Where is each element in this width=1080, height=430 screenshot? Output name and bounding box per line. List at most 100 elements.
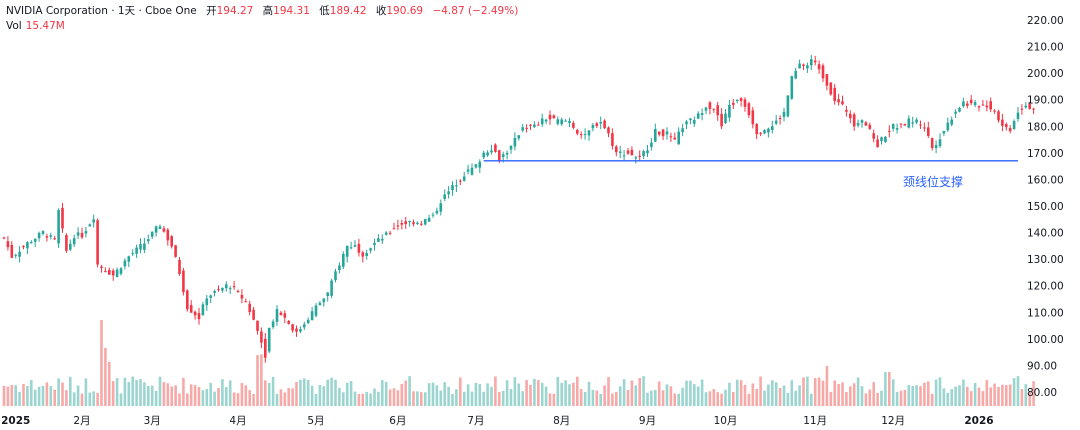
price-tick-label: 220.00 xyxy=(1027,15,1064,27)
candle-body xyxy=(880,137,883,142)
candle-body xyxy=(310,311,314,320)
volume-bar xyxy=(174,385,177,406)
candle-body xyxy=(993,110,996,112)
volume-bar xyxy=(1005,385,1008,406)
volume-bar xyxy=(295,381,298,406)
candle-body xyxy=(661,129,665,137)
candle-body xyxy=(260,331,263,343)
candle-body xyxy=(774,120,778,124)
volume-bar xyxy=(275,393,279,406)
volume-bar xyxy=(388,389,392,406)
candle-body xyxy=(798,63,801,69)
volume-bar xyxy=(700,379,704,406)
volume-bar xyxy=(357,393,361,406)
candle-body xyxy=(618,151,622,153)
volume-bar xyxy=(365,391,368,406)
volume-bar xyxy=(911,385,914,406)
volume-bar xyxy=(568,384,571,406)
candle-body xyxy=(427,217,431,222)
candle-body xyxy=(509,145,513,150)
volume-bar xyxy=(513,377,517,406)
candle-body xyxy=(891,123,895,129)
volume-bar xyxy=(420,392,423,406)
candle-body xyxy=(611,133,614,146)
candle-body xyxy=(474,164,478,168)
volume-bar xyxy=(576,376,579,406)
volume-bar xyxy=(342,392,345,406)
candle-body xyxy=(755,124,758,135)
candle-body xyxy=(299,329,302,332)
symbol-name[interactable]: NVIDIA Corporation xyxy=(6,5,108,17)
volume-bar xyxy=(139,379,142,406)
volume-bar xyxy=(712,389,716,406)
candle-body xyxy=(131,253,134,255)
time-tick-label: 7月 xyxy=(467,415,484,427)
candle-body xyxy=(388,232,392,234)
candle-body xyxy=(1020,108,1024,110)
open-value: 194.27 xyxy=(216,5,254,17)
volume-bar xyxy=(689,380,692,406)
candle-body xyxy=(595,123,599,126)
volume-bar xyxy=(650,390,653,406)
volume-bar xyxy=(677,393,680,406)
volume-bar xyxy=(708,391,712,406)
volume-bar xyxy=(907,385,911,406)
candle-body xyxy=(513,137,517,147)
volume-bar xyxy=(396,390,400,406)
volume-bar xyxy=(930,393,934,406)
candle-body xyxy=(665,131,669,135)
candle-body xyxy=(833,87,836,102)
candle-body xyxy=(127,256,131,262)
candle-body xyxy=(392,228,396,230)
time-axis[interactable]: 2025 2月 3月 4月 5月 6月 7月 8月 9月 10月 11月 12月 2026 xyxy=(1,415,994,427)
volume-bar xyxy=(1032,381,1035,406)
volume-bar xyxy=(993,383,996,406)
volume-bar xyxy=(84,378,88,406)
candle-body xyxy=(716,105,719,116)
interval-label[interactable]: 1天 xyxy=(117,5,136,17)
candle-body xyxy=(84,231,88,234)
price-axis[interactable]: 220.00 210.00 200.00 190.00 180.00 170.00 160.… xyxy=(1027,15,1064,399)
candle-body xyxy=(217,289,220,291)
volume-bar xyxy=(264,380,267,406)
volume-bar xyxy=(447,386,450,406)
volume-bar xyxy=(599,393,602,406)
time-tick-label: 8月 xyxy=(553,415,570,427)
candle-body xyxy=(997,111,1000,121)
volume-bar xyxy=(724,389,727,406)
candle-body xyxy=(384,232,388,235)
volume-bar xyxy=(763,390,766,406)
high-label: 高 xyxy=(262,5,274,17)
volume-bar xyxy=(431,382,435,406)
volume-bar xyxy=(778,388,782,406)
volume-bar xyxy=(53,389,56,406)
candle-body xyxy=(1005,124,1008,128)
candle-body xyxy=(587,130,591,136)
volume-bar xyxy=(462,391,466,406)
volume-bar xyxy=(373,388,376,406)
volume-bar xyxy=(595,390,599,406)
volume-bar xyxy=(657,381,661,406)
candle-body xyxy=(76,232,80,236)
volume-bar xyxy=(716,392,719,406)
volume-bar xyxy=(260,354,263,406)
volume-bar xyxy=(583,391,587,406)
candle-body xyxy=(162,228,166,232)
volume-bar xyxy=(806,376,809,406)
volume-bar xyxy=(338,387,341,406)
volume-bar xyxy=(525,380,528,406)
candle-body xyxy=(654,128,657,142)
candle-body xyxy=(248,303,251,313)
volume-bar xyxy=(466,384,470,406)
candle-body xyxy=(494,144,497,152)
volume-bar xyxy=(334,379,337,406)
time-tick-label: 2月 xyxy=(73,415,90,427)
candle-body xyxy=(49,235,53,237)
price-tick-label: 170.00 xyxy=(1027,148,1064,160)
candle-body xyxy=(439,203,443,212)
volume-bar xyxy=(443,382,446,406)
candle-body xyxy=(338,265,341,271)
volume-bar xyxy=(501,390,505,406)
candle-body xyxy=(763,130,766,134)
